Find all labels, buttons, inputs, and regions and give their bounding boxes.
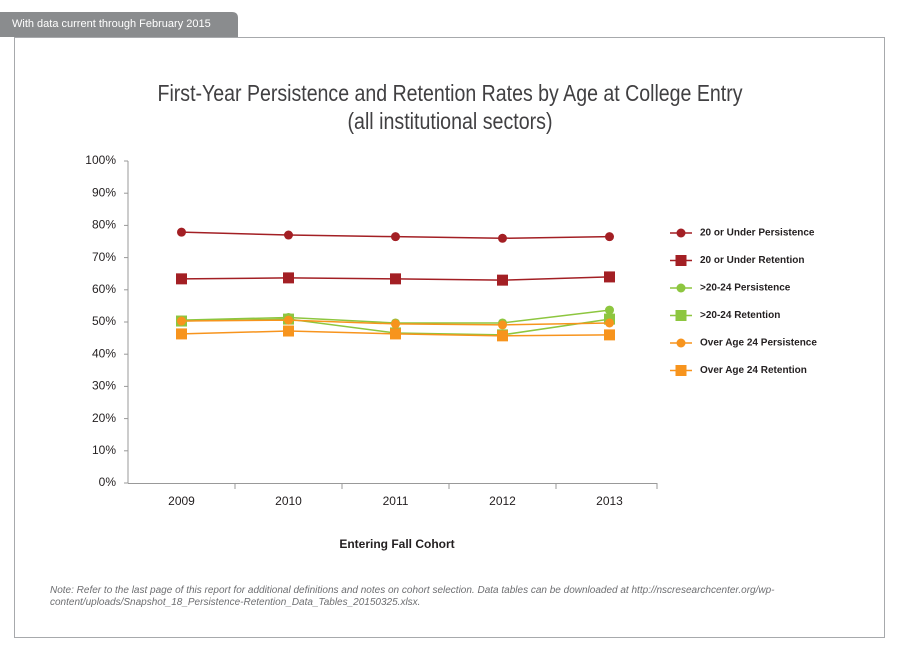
y-tick-label: 80% (92, 218, 116, 232)
chart-subtitle: (all institutional sectors) (348, 108, 553, 134)
legend-marker (676, 283, 686, 293)
y-tick-label: 0% (99, 475, 117, 489)
y-tick-label: 30% (92, 379, 116, 393)
data-point (283, 272, 294, 284)
data-point (498, 320, 507, 330)
legend-marker (676, 338, 686, 348)
data-point (391, 319, 400, 329)
x-axis-title: Entering Fall Cohort (339, 537, 454, 551)
data-point (284, 230, 293, 240)
data-point (177, 227, 186, 237)
legend-label: Over Age 24 Persistence (700, 338, 817, 349)
y-tick-label: 40% (92, 346, 116, 360)
legend-label: 20 or Under Retention (700, 255, 804, 266)
x-tick-label: 2011 (383, 494, 409, 508)
data-point (390, 273, 401, 285)
tab (0, 12, 238, 37)
legend-label: >20-24 Retention (700, 310, 780, 321)
data-point (497, 274, 508, 286)
legend-label: 20 or Under Persistence (700, 228, 815, 239)
x-tick-label: 2010 (275, 494, 302, 508)
data-point (605, 305, 614, 315)
x-tick-label: 2009 (168, 494, 195, 508)
data-point (391, 232, 400, 242)
legend-label: >20-24 Persistence (700, 283, 791, 294)
legend-label: Over Age 24 Retention (700, 365, 807, 376)
y-tick-label: 50% (92, 314, 116, 328)
x-tick-label: 2012 (489, 494, 516, 508)
data-point (176, 273, 187, 285)
y-tick-label: 90% (92, 185, 116, 199)
data-point (283, 325, 294, 337)
legend-marker (675, 255, 687, 266)
y-tick-label: 20% (92, 411, 116, 425)
data-point (605, 232, 614, 242)
x-tick-label: 2013 (596, 494, 623, 508)
legend-marker (675, 310, 687, 321)
frame (14, 37, 885, 638)
y-tick-label: 70% (92, 250, 116, 264)
note: Note: Refer to the last page of this rep… (50, 585, 775, 608)
y-tick-label: 100% (85, 153, 116, 167)
data-point (497, 330, 508, 342)
y-tick-label: 10% (92, 443, 116, 457)
data-point (390, 328, 401, 340)
y-tick-label: 60% (92, 282, 116, 296)
legend-marker (676, 228, 686, 238)
data-point (605, 318, 614, 328)
data-point (604, 271, 615, 283)
chart-title: First-Year Persistence and Retention Rat… (158, 80, 743, 106)
data-point (284, 315, 293, 325)
legend-marker (675, 365, 687, 376)
data-point (177, 316, 186, 326)
data-point (498, 233, 507, 243)
tab-text: With data current through February 2015 (12, 18, 211, 30)
data-point (604, 329, 615, 341)
data-point (176, 328, 187, 340)
